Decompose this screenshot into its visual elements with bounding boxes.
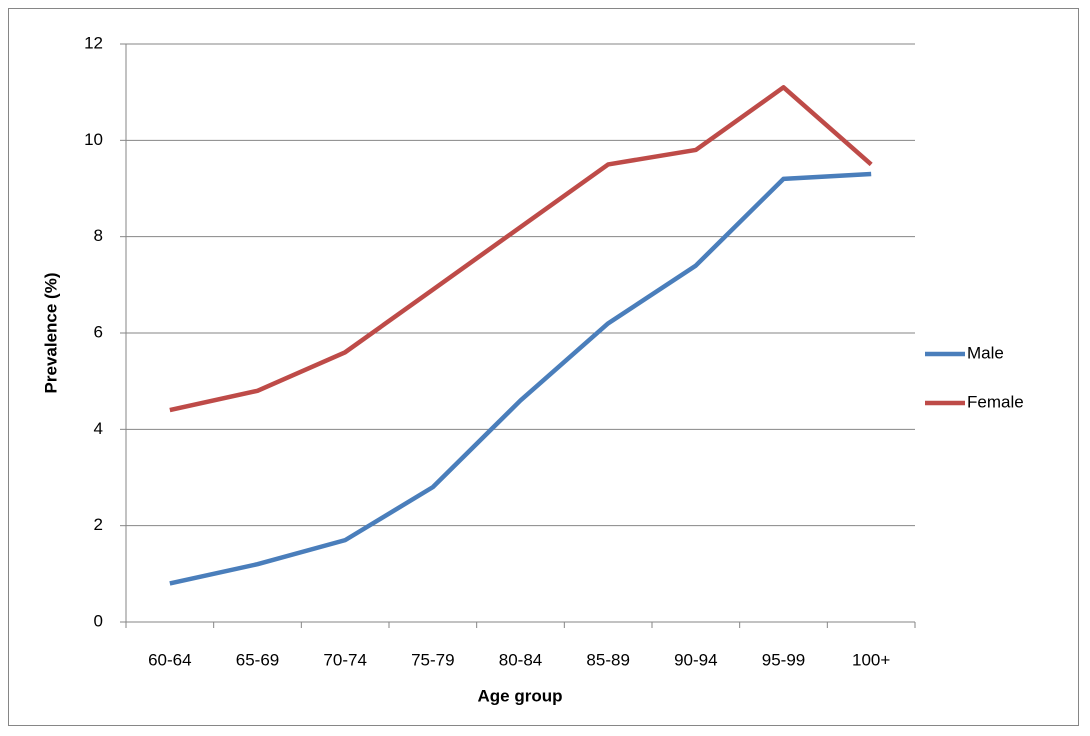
y-tick-label: 10 — [84, 130, 103, 149]
y-axis-label: Prevalence (%) — [41, 273, 60, 394]
x-tick-label: 80-84 — [499, 650, 542, 669]
x-tick-label: 95-99 — [762, 650, 805, 669]
data-line — [169, 171, 872, 586]
y-tick-label: 12 — [84, 33, 103, 52]
x-tick-label: 75-79 — [411, 650, 454, 669]
y-tick-label: 4 — [94, 419, 103, 438]
chart-border — [8, 8, 1079, 726]
x-tick-label: 65-69 — [236, 650, 279, 669]
x-tick-label: 85-89 — [586, 650, 629, 669]
y-tick-label: 2 — [94, 515, 103, 534]
y-tick-label: 0 — [94, 611, 103, 630]
x-tick-label: 60-64 — [148, 650, 191, 669]
y-tick-label: 6 — [94, 322, 103, 341]
data-line — [169, 85, 873, 413]
x-tick-label: 90-94 — [674, 650, 717, 669]
y-tick-label: 8 — [94, 226, 103, 245]
x-tick-label: 100+ — [852, 650, 890, 669]
legend-label: Male — [967, 343, 1004, 362]
x-axis-label: Age group — [478, 686, 563, 705]
legend-label: Female — [967, 392, 1024, 411]
x-tick-label: 70-74 — [323, 650, 366, 669]
